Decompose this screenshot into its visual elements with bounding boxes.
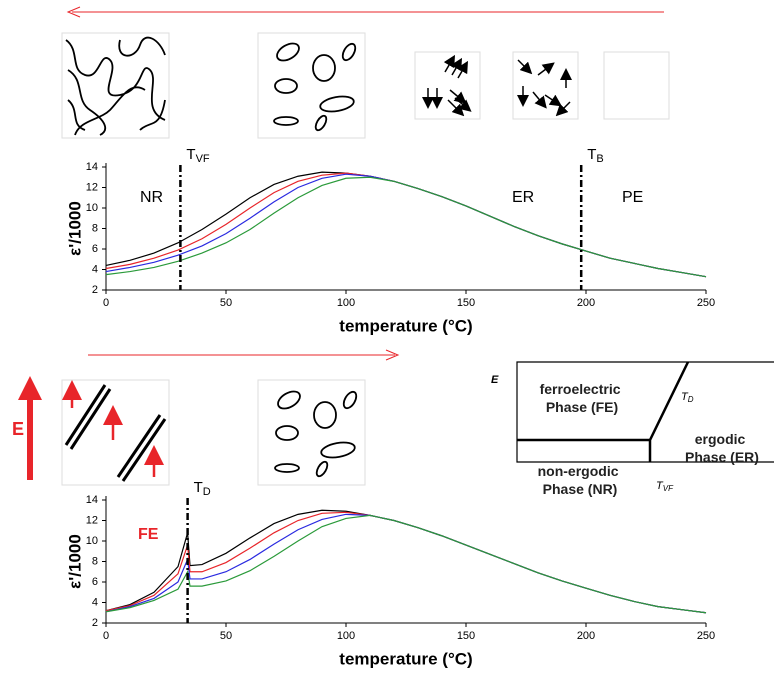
region-label: ferroelectric Phase (FE) [540,381,625,415]
y-tick-label: 2 [92,617,98,629]
boundary-t: T [681,391,689,403]
x-tick-label: 250 [697,297,715,309]
x-axis-label: temperature (°C) [339,316,472,335]
region-line: Phase (NR) [543,481,618,497]
y-axis-label: ε'/1000 [65,201,84,256]
transition-sub: D [203,486,211,498]
y-tick-label: 8 [92,222,98,234]
region-label: ergodic Phase (ER) [685,431,759,465]
x-tick-label: 0 [103,297,109,309]
region-line: Phase (FE) [546,399,618,415]
boundary-sub: D [688,395,694,404]
boundary-label: TVF [656,480,674,493]
y-tick-label: 14 [86,494,98,506]
series-line [105,511,707,614]
series-line [105,513,707,614]
y-tick-label: 10 [86,535,98,547]
y-tick-label: 6 [92,576,98,588]
x-axis-label: temperature (°C) [339,649,472,668]
transition-t: T [587,146,596,163]
x-tick-label: 50 [220,297,232,309]
arrow-head [18,376,42,400]
y-tick-label: 8 [92,555,98,567]
y-tick-label: 6 [92,243,98,255]
domain-icons [61,32,670,139]
region-annotation: ER [512,189,534,206]
y-tick-label: 10 [86,202,98,214]
boundary-label: TD [681,391,694,404]
arrow-head [385,349,400,361]
phase-diagram: E ferroelectric Phase (FE) non-ergodic P… [491,361,774,497]
region-label: non-ergodic Phase (NR) [538,463,623,497]
region-annotation: NR [140,189,163,206]
arrow-head [66,6,81,18]
region-annotation: FE [138,526,159,543]
x-tick-label: 200 [577,297,595,309]
y-tick-label: 4 [92,263,98,275]
series-line [105,172,707,278]
transition-label: TB [587,146,604,165]
y-tick-label: 12 [86,514,98,526]
region-line: ergodic [695,431,746,447]
series-line [105,514,707,614]
transition-t: T [186,146,195,163]
region-annotation: PE [622,189,643,206]
x-tick-label: 150 [457,297,475,309]
x-tick-label: 0 [103,630,109,642]
transition-t: T [194,479,203,496]
y-axis-label: ε'/1000 [65,534,84,589]
boundary-t: T [656,480,664,492]
transition-sub: VF [196,153,210,165]
region-line: Phase (ER) [685,449,759,465]
series-line [105,176,707,278]
series-line [105,173,707,278]
x-tick-label: 100 [337,630,355,642]
transition-label: TD [194,479,211,498]
series-line [105,171,707,278]
x-tick-label: 50 [220,630,232,642]
region-line: ferroelectric [540,381,621,397]
x-tick-label: 250 [697,630,715,642]
y-tick-label: 12 [86,181,98,193]
axis-label: E [491,374,499,386]
region-line: non-ergodic [538,463,619,479]
y-tick-label: 4 [92,596,98,608]
y-tick-label: 2 [92,284,98,296]
field-label: E [12,419,24,439]
transition-label: TVF [186,146,210,165]
transition-sub: B [596,153,603,165]
x-tick-label: 150 [457,630,475,642]
boundary-sub: VF [663,484,674,493]
y-tick-label: 14 [86,161,98,173]
fe-icon [61,379,366,486]
x-tick-label: 100 [337,297,355,309]
x-tick-label: 200 [577,630,595,642]
